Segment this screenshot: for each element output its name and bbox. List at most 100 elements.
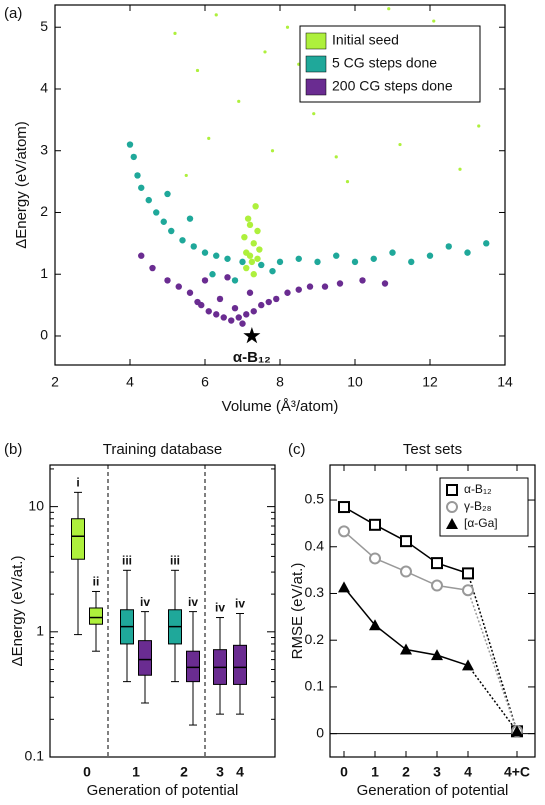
x-tick-label: 4+C bbox=[504, 764, 530, 780]
legend-marker bbox=[446, 484, 458, 496]
point bbox=[186, 289, 194, 296]
point bbox=[370, 255, 377, 262]
point bbox=[265, 298, 272, 306]
x-axis-label: Volume (Å³/atom) bbox=[222, 398, 339, 415]
legend-swatch bbox=[305, 32, 327, 50]
point bbox=[254, 255, 261, 262]
point bbox=[184, 173, 188, 178]
y-axis-label: RMSE (eV/at.) bbox=[289, 563, 306, 660]
legend-swatch bbox=[305, 78, 327, 96]
point bbox=[270, 149, 275, 153]
point bbox=[126, 141, 134, 148]
point bbox=[153, 209, 160, 216]
y-tick-label: 0 bbox=[40, 327, 48, 343]
point bbox=[231, 304, 239, 312]
point bbox=[205, 308, 212, 315]
point bbox=[295, 255, 302, 262]
point bbox=[239, 258, 246, 266]
point bbox=[338, 501, 350, 514]
point bbox=[201, 249, 209, 256]
x-tick-label: 10 bbox=[347, 374, 363, 390]
point bbox=[426, 252, 434, 259]
annotation-label: α-B₁₂ bbox=[233, 349, 271, 366]
point bbox=[263, 50, 267, 54]
point bbox=[431, 649, 443, 661]
point bbox=[145, 196, 152, 204]
point bbox=[138, 252, 145, 259]
point bbox=[285, 25, 290, 29]
x-tick-label: 14 bbox=[497, 374, 513, 390]
x-tick-label: 4 bbox=[464, 764, 472, 780]
point bbox=[243, 264, 250, 272]
point bbox=[400, 565, 412, 578]
point bbox=[213, 311, 220, 318]
point bbox=[369, 518, 381, 531]
panel-label: (b) bbox=[4, 441, 22, 458]
point bbox=[269, 267, 276, 275]
point bbox=[295, 286, 302, 293]
series-line-extrapolated bbox=[467, 573, 518, 732]
box bbox=[89, 607, 103, 625]
x-tick-label: 1 bbox=[371, 764, 379, 780]
x-tick-label: 1 bbox=[132, 764, 140, 780]
y-tick-label: 4 bbox=[40, 80, 48, 96]
point bbox=[387, 7, 391, 11]
point bbox=[306, 283, 314, 290]
x-tick-label: 2 bbox=[180, 764, 188, 780]
point bbox=[256, 246, 263, 253]
point bbox=[462, 659, 474, 671]
y-tick-label: 0.2 bbox=[305, 631, 325, 647]
box bbox=[71, 518, 85, 560]
y-tick-label: 1 bbox=[36, 623, 44, 639]
point bbox=[244, 215, 252, 222]
point bbox=[186, 215, 194, 222]
x-tick-label: 0 bbox=[83, 764, 91, 780]
point bbox=[359, 277, 366, 284]
point bbox=[345, 180, 350, 184]
box-label: iv bbox=[215, 601, 225, 615]
box-label: iii bbox=[170, 553, 180, 567]
point bbox=[511, 725, 523, 737]
point bbox=[237, 99, 241, 103]
box-label: ii bbox=[93, 575, 100, 589]
point bbox=[351, 258, 359, 266]
x-tick-label: 6 bbox=[201, 374, 209, 390]
x-tick-label: 3 bbox=[433, 764, 441, 780]
legend-swatch bbox=[305, 55, 327, 73]
box-label: iv bbox=[235, 597, 245, 611]
point bbox=[224, 274, 231, 281]
point bbox=[243, 249, 250, 256]
y-tick-label: 0.1 bbox=[25, 748, 45, 764]
legend-label: 200 CG steps done bbox=[332, 78, 453, 94]
point bbox=[250, 308, 257, 315]
y-tick-label: 0.1 bbox=[305, 678, 325, 694]
point bbox=[258, 261, 265, 269]
point bbox=[243, 311, 250, 318]
point bbox=[431, 579, 443, 592]
legend-label: Initial seed bbox=[332, 32, 399, 48]
point bbox=[138, 184, 145, 191]
legend-box bbox=[299, 25, 481, 103]
point bbox=[462, 584, 474, 597]
point bbox=[164, 190, 171, 198]
box bbox=[186, 650, 200, 683]
point bbox=[246, 289, 254, 296]
point bbox=[464, 249, 471, 256]
point bbox=[445, 243, 452, 250]
x-tick-label: 8 bbox=[276, 374, 284, 390]
point bbox=[190, 243, 197, 250]
point bbox=[321, 283, 329, 290]
y-tick-label: 2 bbox=[40, 203, 48, 219]
plot-frame bbox=[329, 464, 536, 758]
legend-label: 5 CG steps done bbox=[332, 55, 437, 71]
y-tick-label: 0.5 bbox=[305, 491, 325, 507]
x-tick-label: 4 bbox=[126, 374, 134, 390]
y-tick-label: 10 bbox=[28, 497, 44, 513]
point bbox=[175, 283, 182, 290]
point bbox=[168, 227, 175, 235]
point bbox=[194, 298, 201, 306]
point bbox=[207, 136, 211, 140]
y-axis-label: ΔEnergy (eV/atom) bbox=[13, 121, 30, 249]
point bbox=[228, 317, 235, 324]
